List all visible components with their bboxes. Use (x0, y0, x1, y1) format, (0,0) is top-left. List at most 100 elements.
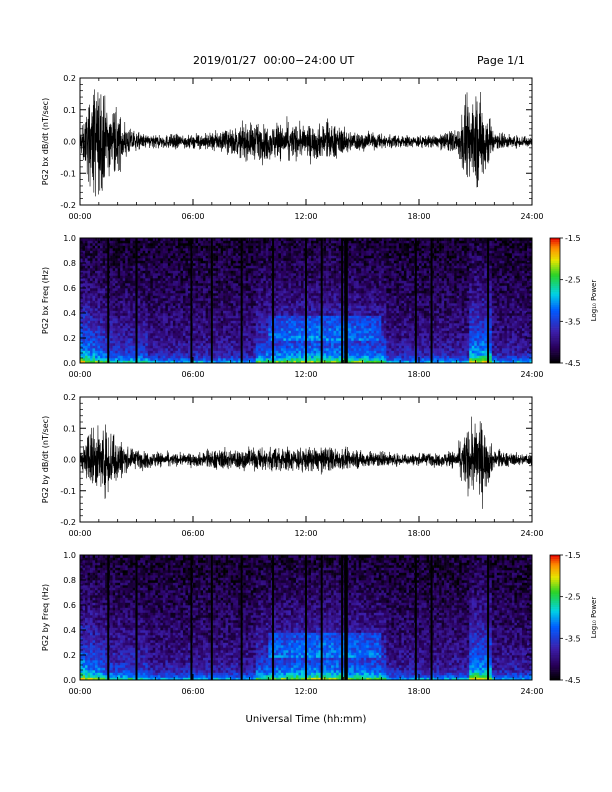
spectrogram-cell (145, 348, 149, 351)
spectrogram-cell (120, 315, 123, 319)
spectrogram-cell (283, 348, 287, 351)
spectrogram-cell (275, 245, 279, 249)
spectrogram-cell (243, 248, 247, 251)
spectrogram-cell (198, 350, 201, 354)
spectrogram-cell (85, 265, 88, 269)
spectrogram-cell (100, 280, 103, 284)
spectrogram-cell (200, 295, 204, 299)
spectrogram-cell (323, 275, 327, 279)
spectrogram-cell (157, 260, 161, 264)
spectrogram-cell (155, 340, 159, 344)
spectrogram-cell (213, 283, 216, 286)
spectrogram-cell (263, 243, 267, 246)
spectrogram-cell (248, 318, 252, 321)
spectrogram-cell (223, 248, 226, 251)
spectrogram-cell (213, 323, 216, 326)
spectrogram-cell (122, 273, 126, 276)
spectrogram-cell (213, 243, 216, 246)
spectrogram-cell (85, 318, 88, 321)
spectrogram-cell (162, 263, 166, 266)
spectrogram-cell (243, 275, 247, 279)
spectrogram-cell (235, 293, 239, 296)
spectrogram-cell (165, 358, 169, 361)
spectrogram-cell (238, 253, 242, 256)
spectrogram-cell (273, 263, 277, 266)
spectrogram-cell (243, 308, 247, 311)
spectrogram-cell (220, 268, 224, 271)
spectrogram-cell (193, 360, 196, 364)
spectrogram-cell (278, 310, 282, 314)
spectrogram-cell (303, 303, 307, 306)
spectrogram-cell (112, 248, 116, 251)
spectrogram-cell (205, 253, 209, 256)
spectrogram-cell (112, 268, 116, 271)
y-tick-label: 0.1 (63, 106, 76, 115)
spectrogram-cell (87, 360, 91, 364)
spectrogram-cell (203, 238, 206, 241)
spectrogram-cell (293, 330, 297, 334)
spectrogram-cell (150, 358, 154, 361)
spectrogram-cell (117, 280, 121, 284)
spectrogram-cell (313, 305, 317, 309)
spectrogram-cell (323, 330, 327, 334)
spectrogram-cell (203, 358, 206, 361)
spectrogram-cell (132, 318, 136, 321)
spectrogram-cell (185, 275, 189, 279)
spectrogram-cell (110, 358, 113, 361)
spectrogram-cell (278, 270, 282, 274)
spectrogram-cell (115, 323, 118, 326)
spectrogram-cell (200, 265, 204, 269)
spectrogram-cell (218, 345, 221, 349)
spectrogram-cell (293, 328, 297, 331)
spectrogram-cell (205, 298, 209, 301)
spectrogram-cell (97, 335, 101, 339)
spectrogram-cell (298, 290, 302, 294)
spectrogram-cell (215, 320, 219, 324)
spectrogram-cell (306, 275, 309, 279)
spectrogram-cell (162, 293, 166, 296)
spectrogram-cell (127, 313, 131, 316)
spectrogram-cell (112, 350, 116, 354)
spectrogram-cell (187, 288, 191, 291)
spectrogram-cell (147, 298, 151, 301)
spectrogram-cell (172, 260, 176, 264)
spectrogram-cell (263, 323, 267, 326)
spectrogram-cell (105, 243, 108, 246)
spectrogram-cell (157, 308, 161, 311)
spectrogram-cell (275, 270, 279, 274)
spectrogram-cell (160, 323, 164, 326)
spectrogram-cell (278, 273, 282, 276)
spectrogram-cell (140, 353, 144, 356)
spectrogram-cell (238, 295, 242, 299)
spectrogram-cell (208, 290, 211, 294)
spectrogram-cell (102, 263, 106, 266)
spectrogram-cell (102, 273, 106, 276)
spectrogram-cell (275, 260, 279, 264)
spectrogram-cell (130, 305, 134, 309)
spectrogram-cell (152, 358, 156, 361)
spectrogram-cell (223, 325, 226, 329)
spectrogram-cell (112, 245, 116, 249)
spectrogram-cell (290, 305, 294, 309)
spectrogram-cell (137, 298, 141, 301)
spectrogram-cell (298, 248, 302, 251)
spectrogram-cell (300, 325, 304, 329)
spectrogram-cell (187, 350, 191, 354)
spectrogram-cell (150, 243, 154, 246)
spectrogram-cell (155, 288, 159, 291)
spectrogram-cell (130, 275, 134, 279)
spectrogram-cell (243, 250, 247, 254)
spectrogram-cell (295, 313, 299, 316)
spectrogram-cell (102, 338, 106, 341)
spectrogram-cell (180, 345, 184, 349)
spectrogram-cell (115, 275, 118, 279)
spectrogram-cell (223, 295, 226, 299)
spectrogram-cell (306, 348, 309, 351)
spectrogram-cell (268, 335, 272, 339)
spectrogram-cell (160, 270, 164, 274)
spectrogram-cell (172, 310, 176, 314)
spectrogram-cell (130, 310, 134, 314)
spectrogram-cell (102, 280, 106, 284)
spectrogram-cell (260, 355, 264, 359)
spectrogram-cell (298, 343, 302, 346)
